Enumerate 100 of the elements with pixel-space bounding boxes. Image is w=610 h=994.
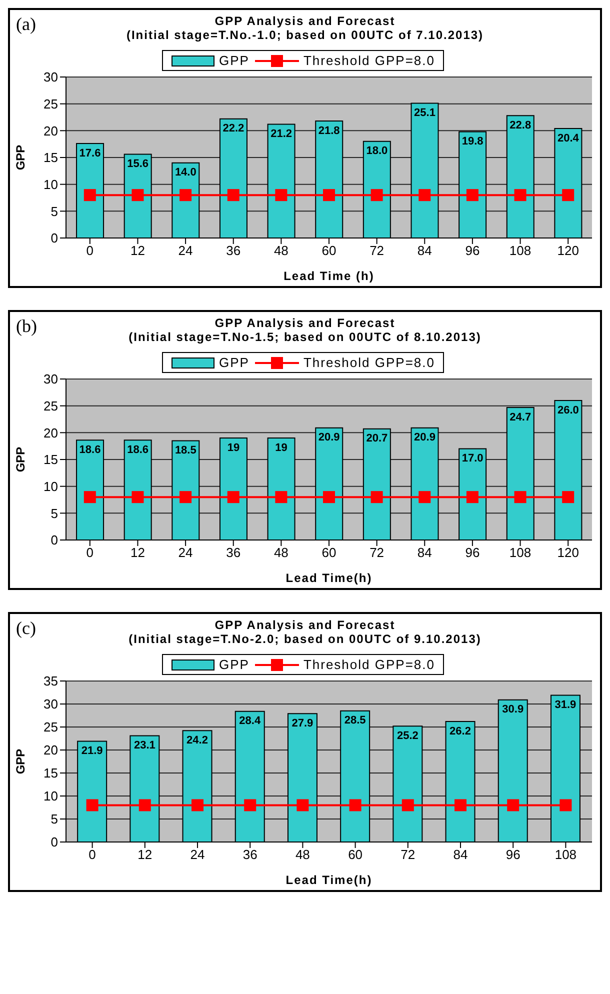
data-label: 20.9: [414, 432, 436, 444]
data-label: 26.2: [450, 725, 471, 738]
y-tick-label: 30: [44, 372, 58, 387]
legend-label: Threshold GPP=8.0: [303, 657, 435, 672]
x-tick-label: 96: [465, 243, 480, 258]
legend-label: Threshold GPP=8.0: [303, 355, 435, 370]
x-tick-label: 120: [557, 545, 579, 560]
x-tick-label: 24: [190, 847, 205, 862]
data-label: 30.9: [502, 704, 524, 716]
y-tick-label: 30: [44, 70, 58, 85]
data-label: 22.8: [510, 119, 532, 132]
x-tick-label: 12: [130, 243, 145, 258]
x-tick-label: 108: [554, 847, 577, 862]
y-tick-label: 20: [44, 123, 58, 138]
x-tick-label: 0: [86, 243, 94, 258]
x-tick-label: 48: [274, 243, 288, 258]
data-label: 22.2: [222, 122, 244, 135]
data-label: 25.2: [396, 730, 418, 742]
chart-subtitle: (Initial stage=T.No.-1.0; based on 00UTC of 7.10.2013): [126, 28, 484, 42]
x-tick-label: 12: [130, 545, 145, 560]
y-tick-label: 35: [44, 674, 58, 689]
data-label: 26.0: [557, 404, 579, 416]
data-label: 14.0: [174, 166, 196, 179]
x-tick-label: 24: [178, 545, 193, 560]
data-label: 27.9: [292, 717, 314, 730]
data-label: 24.2: [186, 734, 208, 746]
data-label: 17.0: [462, 452, 484, 465]
y-tick-label: 10: [44, 788, 58, 804]
x-tick-label: 108: [509, 243, 532, 258]
y-tick-label: 5: [50, 812, 58, 827]
legend-label: GPP: [218, 53, 250, 68]
x-tick-label: 108: [509, 545, 532, 560]
x-tick-label: 24: [178, 243, 193, 258]
data-label: 19.8: [462, 136, 484, 148]
x-tick-label: 36: [226, 243, 241, 258]
data-label: 19: [227, 442, 240, 454]
x-tick-label: 0: [86, 545, 94, 560]
x-tick-label: 120: [557, 243, 579, 258]
text: (c): [16, 618, 36, 639]
chart-subtitle: (Initial stage=T.No-2.0; based on 00UTC of 9.10.2013): [128, 632, 482, 646]
chart-title: GPP Analysis and Forecast: [214, 316, 396, 330]
x-tick-label: 72: [370, 545, 384, 560]
x-tick-label: 84: [453, 847, 468, 862]
chart-subtitle: (Initial stage=T.No-1.5; based on 00UTC of 8.10.2013): [128, 330, 482, 344]
x-tick-label: 0: [88, 847, 96, 862]
data-label: 19: [275, 442, 288, 454]
y-tick-label: 10: [44, 478, 58, 494]
data-label: 23.1: [134, 740, 156, 752]
y-axis-title: GPP: [13, 748, 28, 774]
x-tick-label: 36: [242, 847, 258, 862]
x-tick-label: 12: [138, 847, 152, 862]
y-tick-label: 5: [50, 204, 58, 219]
x-axis-title: Lead Time(h): [286, 873, 372, 887]
text: (b): [16, 316, 37, 337]
legend-label: GPP: [218, 355, 250, 370]
y-tick-label: 0: [50, 230, 58, 246]
chart-title: GPP Analysis and Forecast: [214, 14, 396, 28]
y-tick-label: 15: [44, 452, 58, 468]
y-tick-label: 30: [44, 696, 58, 712]
y-tick-label: 25: [44, 720, 58, 735]
data-label: 28.5: [344, 714, 366, 727]
x-axis-title: Lead Time (h): [284, 269, 374, 283]
text: (a): [16, 14, 36, 35]
y-tick-label: 15: [44, 150, 58, 166]
data-label: 28.4: [239, 715, 262, 728]
data-label: 20.7: [366, 432, 388, 445]
x-axis-title: Lead Time(h): [286, 571, 372, 585]
data-label: 18.6: [127, 444, 149, 456]
x-tick-label: 96: [506, 847, 520, 862]
y-tick-label: 5: [50, 506, 58, 521]
x-tick-label: 72: [400, 847, 416, 862]
data-label: 18.0: [366, 145, 388, 158]
y-tick-label: 25: [44, 96, 58, 112]
data-label: 18.6: [79, 444, 101, 456]
y-axis-title: GPP: [13, 144, 28, 170]
data-label: 25.1: [414, 107, 436, 120]
x-tick-label: 60: [322, 243, 336, 258]
y-tick-label: 20: [44, 742, 58, 758]
data-label: 21.9: [81, 745, 103, 758]
data-label: 24.7: [510, 411, 532, 424]
y-tick-label: 10: [44, 176, 58, 192]
legend-label: Threshold GPP=8.0: [303, 53, 435, 68]
data-label: 20.4: [557, 132, 580, 144]
data-label: 31.9: [554, 699, 576, 712]
y-tick-label: 20: [44, 425, 58, 440]
y-tick-label: 0: [50, 834, 58, 850]
x-tick-label: 84: [417, 243, 432, 258]
x-tick-label: 60: [322, 545, 336, 560]
y-tick-label: 25: [44, 398, 58, 414]
data-label: 15.6: [127, 158, 149, 170]
data-label: 20.9: [318, 432, 340, 444]
data-label: 17.6: [79, 147, 101, 160]
chart-title: GPP Analysis and Forecast: [214, 618, 396, 632]
data-label: 18.5: [174, 444, 196, 457]
y-axis-title: GPP: [13, 446, 28, 472]
x-tick-label: 48: [295, 847, 310, 862]
x-tick-label: 60: [348, 847, 363, 862]
x-tick-label: 96: [465, 545, 480, 560]
y-tick-label: 15: [44, 766, 58, 781]
x-tick-label: 72: [370, 243, 384, 258]
